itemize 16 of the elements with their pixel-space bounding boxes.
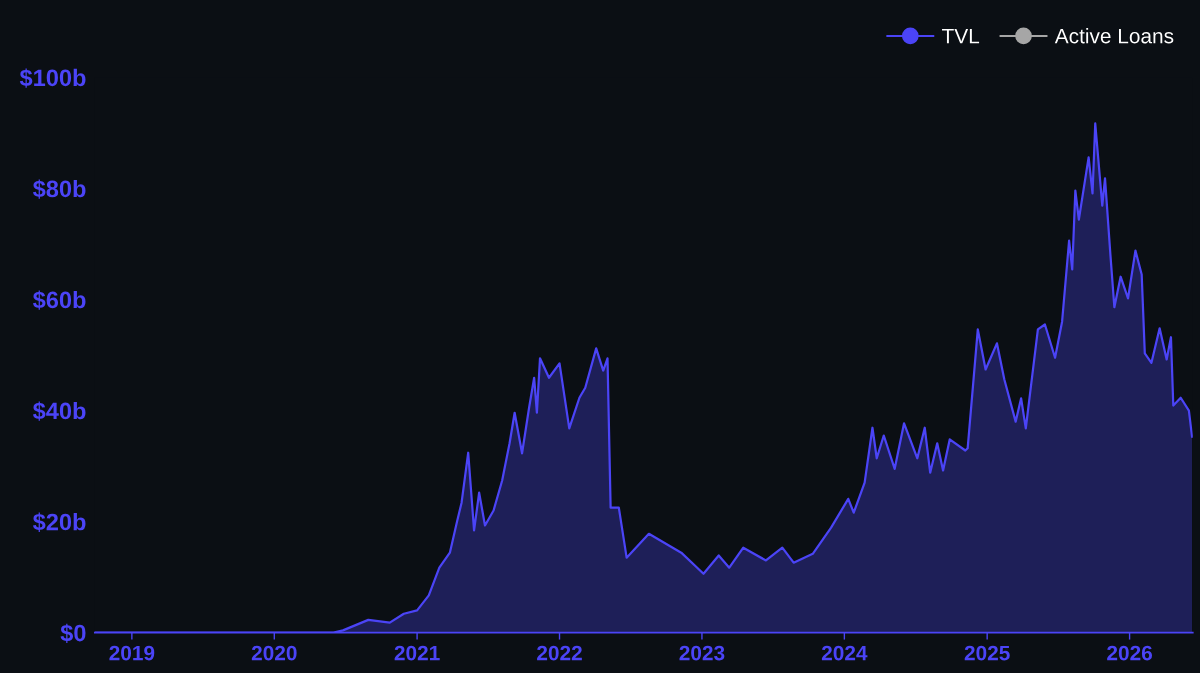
legend-label: Active Loans <box>1054 28 1174 44</box>
x-tick-label: 2019 <box>109 645 155 661</box>
y-tick-label: $0 <box>60 623 86 643</box>
x-tick-label: 2021 <box>394 645 440 661</box>
x-tick-label: 2020 <box>251 645 297 661</box>
x-tick-label: 2024 <box>821 645 868 661</box>
y-tick-label: $100b <box>19 68 86 88</box>
x-tick-label: 2026 <box>1107 645 1153 661</box>
x-tick-label: 2025 <box>964 645 1010 661</box>
x-tick-label: 2022 <box>537 645 582 661</box>
x-tick-label: 2023 <box>679 645 725 661</box>
y-tick-label: $20b <box>32 512 86 532</box>
y-tick-label: $40b <box>32 401 86 421</box>
y-tick-label: $60b <box>32 290 86 310</box>
y-tick-label: $80b <box>32 179 86 199</box>
legend-label: TVL <box>942 28 980 44</box>
